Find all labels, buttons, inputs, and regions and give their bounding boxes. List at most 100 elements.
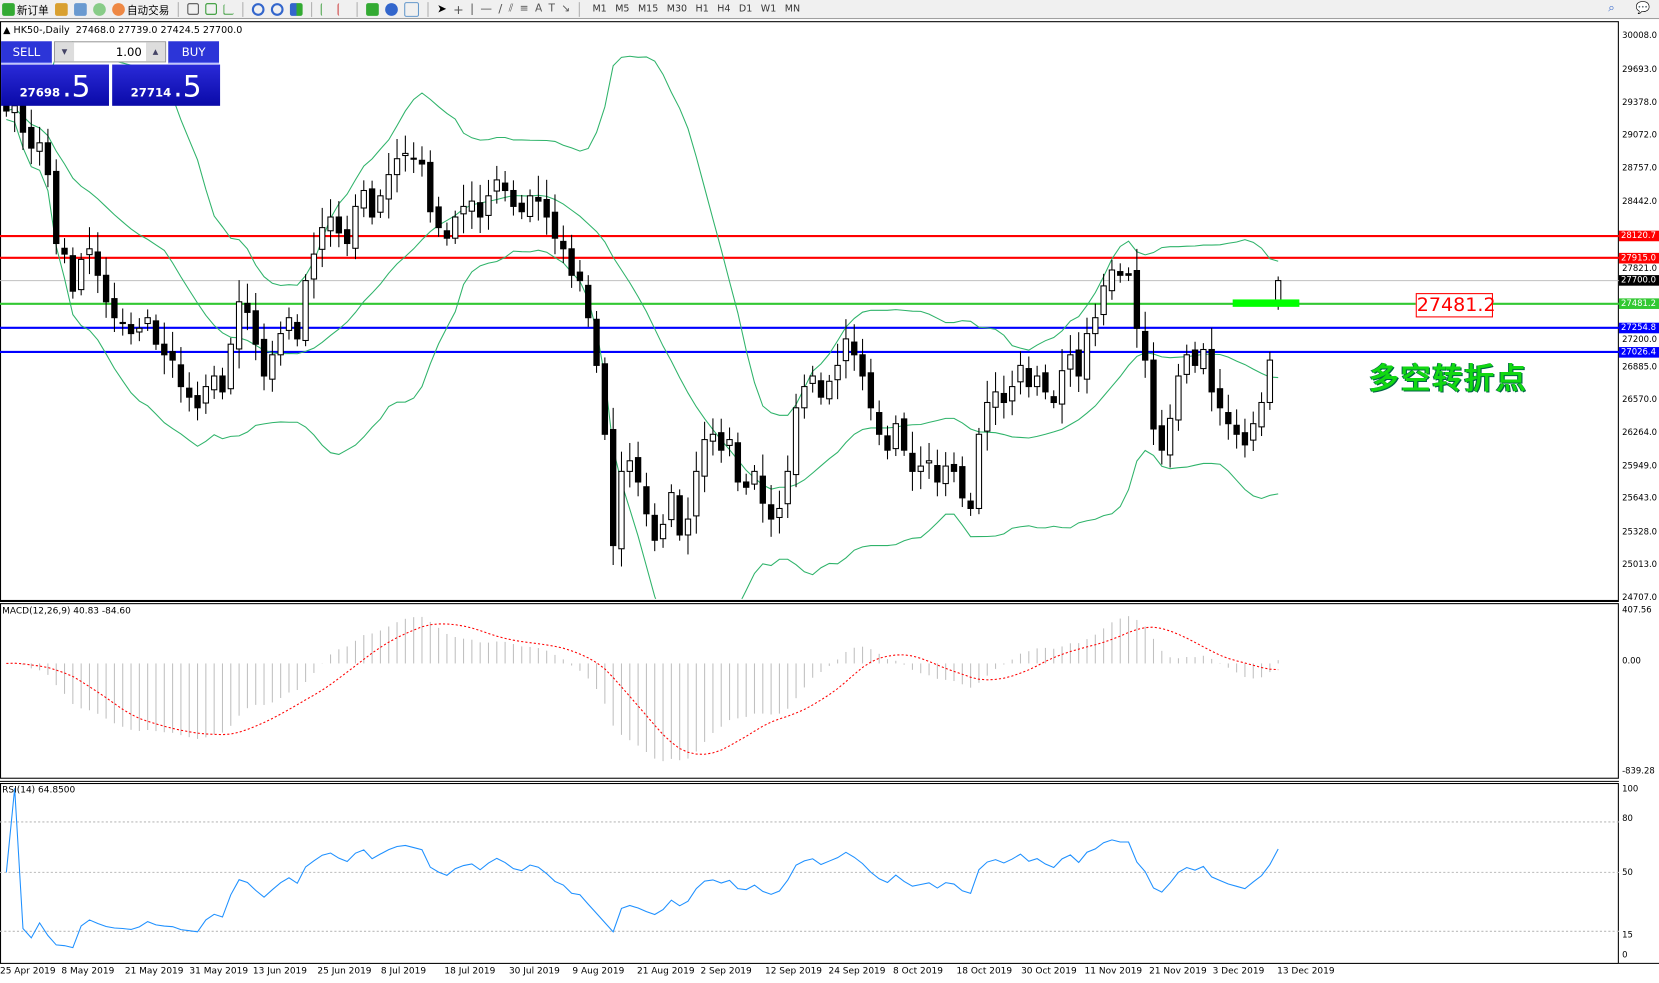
- candle-body: [252, 310, 259, 345]
- candle-body: [759, 475, 766, 504]
- periods-icon[interactable]: [385, 2, 398, 16]
- sell-price-button[interactable]: 27698.5: [1, 64, 109, 106]
- date-label: 21 Nov 2019: [1149, 966, 1207, 977]
- candle-body: [393, 158, 401, 176]
- candle-body: [1208, 348, 1215, 393]
- history-icon[interactable]: [55, 2, 68, 16]
- timeframe-mn[interactable]: MN: [784, 3, 801, 15]
- candle-body: [726, 439, 733, 446]
- timeframe-h1[interactable]: H1: [695, 3, 709, 15]
- rsi-label: RSI(14) 64.8500: [2, 785, 76, 796]
- timeframe-h4[interactable]: H4: [717, 3, 731, 15]
- candle-body: [219, 375, 226, 393]
- fibonacci-icon[interactable]: ≡: [519, 3, 529, 15]
- chart-shift-icon[interactable]: [320, 2, 332, 16]
- candle-body: [227, 343, 234, 390]
- ohlc-values: 27468.0 27739.0 27424.5 27700.0: [75, 25, 243, 36]
- arrows-icon[interactable]: ↘: [561, 3, 571, 15]
- candle-body: [659, 523, 667, 540]
- new-order-button[interactable]: 新订单: [2, 1, 49, 18]
- zoom-out-icon[interactable]: [270, 2, 284, 16]
- timeframe-m5[interactable]: M5: [615, 3, 630, 15]
- level-tag: 27915.0: [1618, 252, 1659, 264]
- buy-price-button[interactable]: 27714.5: [112, 64, 221, 106]
- indicators-icon[interactable]: [366, 2, 379, 16]
- search-icon[interactable]: ⌕: [1608, 1, 1615, 15]
- tile-windows-icon[interactable]: [289, 2, 303, 16]
- auto-trading-label: 自动交易: [126, 5, 170, 17]
- candle-body: [327, 216, 334, 232]
- candle-body: [44, 142, 52, 176]
- signals-icon[interactable]: [93, 2, 106, 16]
- candle-body: [900, 418, 908, 451]
- candle-body: [576, 271, 584, 282]
- candle-body: [701, 439, 708, 477]
- cursor-icon[interactable]: ➤: [436, 2, 447, 16]
- candle-body: [77, 258, 85, 291]
- candle-body: [269, 354, 276, 380]
- price-axis-label: 27821.0: [1622, 263, 1658, 274]
- timeframe-d1[interactable]: D1: [738, 3, 753, 15]
- buy-button[interactable]: BUY: [168, 41, 220, 64]
- vertical-line-icon[interactable]: |: [470, 2, 475, 16]
- candle-body: [801, 386, 808, 409]
- timeframe-m30[interactable]: M30: [666, 3, 688, 15]
- candle-body: [1133, 270, 1141, 329]
- highlight-box: [1232, 299, 1300, 307]
- lot-value[interactable]: 1.00: [115, 44, 142, 59]
- candle-body: [377, 195, 384, 213]
- horizontal-line-icon[interactable]: —: [480, 2, 493, 16]
- text-icon[interactable]: A: [534, 3, 543, 15]
- candle-body: [917, 465, 924, 472]
- price-axis-label: 25643.0: [1622, 493, 1658, 503]
- candlestick-icon[interactable]: [205, 3, 217, 15]
- candle-body: [601, 363, 609, 435]
- candle-body: [1025, 368, 1032, 388]
- candle-body: [1117, 271, 1124, 276]
- bar-chart-icon[interactable]: [187, 3, 199, 15]
- date-label: 25 Jun 2019: [317, 966, 372, 977]
- candle-body: [876, 412, 883, 435]
- rsi-axis-50: 50: [1622, 867, 1633, 878]
- timeframe-m15[interactable]: M15: [637, 3, 659, 15]
- auto-trading-button[interactable]: 自动交易: [112, 1, 169, 18]
- lot-size-field[interactable]: ▼ 1.00 ▲: [53, 41, 167, 63]
- lot-increase-button[interactable]: ▲: [146, 42, 166, 62]
- date-label: 2 Sep 2019: [700, 966, 752, 977]
- candle-body: [651, 514, 658, 541]
- candle-body: [859, 354, 866, 377]
- candle-body: [61, 247, 68, 255]
- chat-icon[interactable]: 💬: [1635, 1, 1651, 15]
- templates-icon[interactable]: [404, 1, 420, 17]
- timeframe-w1[interactable]: W1: [760, 3, 777, 15]
- candle-body: [1250, 423, 1257, 441]
- zoom-in-icon[interactable]: [251, 2, 265, 16]
- candle-body: [684, 518, 692, 536]
- terminal-icon[interactable]: [74, 2, 87, 16]
- candle-body: [19, 103, 27, 133]
- candle-body: [543, 198, 550, 218]
- channel-icon[interactable]: ⫽: [508, 3, 514, 15]
- bollinger-upper-band: [5, 41, 1279, 416]
- candle-body: [626, 460, 633, 472]
- trendline-icon[interactable]: /: [498, 2, 503, 16]
- candle-body: [751, 470, 758, 485]
- auto-scroll-icon[interactable]: [337, 2, 349, 16]
- candle-body: [452, 216, 459, 239]
- candle-body: [402, 152, 409, 157]
- sell-button[interactable]: SELL: [1, 41, 52, 64]
- text-label-icon[interactable]: T: [548, 3, 556, 15]
- candle-body: [294, 321, 301, 340]
- lot-decrease-button[interactable]: ▼: [55, 42, 75, 62]
- separator: [242, 1, 244, 17]
- candle-body: [967, 500, 974, 510]
- bollinger-lower-band: [6, 118, 1279, 599]
- line-chart-icon[interactable]: [223, 3, 234, 15]
- crosshair-icon[interactable]: +: [453, 1, 464, 17]
- price-axis-label: 26885.0: [1622, 361, 1658, 372]
- timeframe-m1[interactable]: M1: [592, 3, 607, 15]
- candle-body: [551, 211, 559, 239]
- date-label: 31 May 2019: [189, 966, 249, 977]
- date-label: 8 Oct 2019: [893, 966, 943, 977]
